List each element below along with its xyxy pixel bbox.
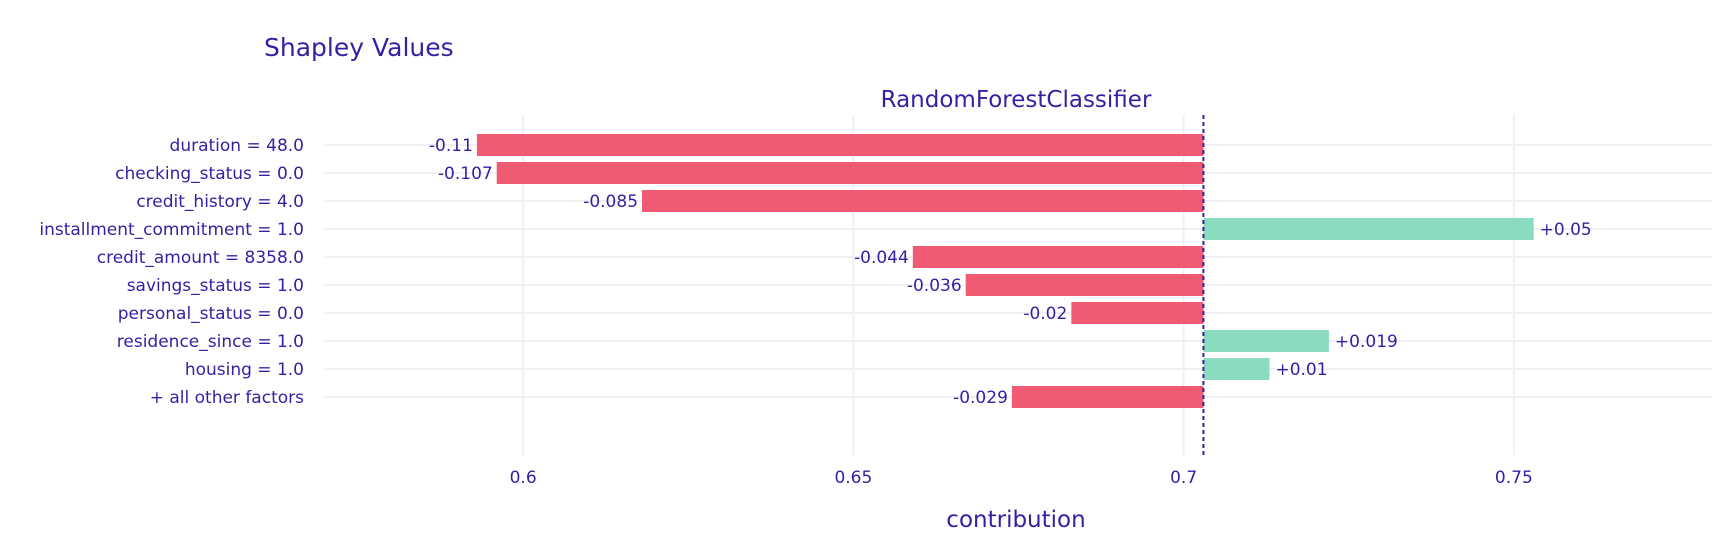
labels: 0.6 0.65 0.7 0.75 duration = 48.0 -0.11 checki…	[39, 136, 1591, 488]
value-label: -0.085	[583, 192, 638, 212]
category-label: + all other factors	[150, 388, 304, 408]
bar	[642, 190, 1204, 212]
x-tick-label: 0.65	[834, 468, 872, 488]
bar	[496, 162, 1204, 184]
bar	[1011, 386, 1204, 408]
x-tick-label: 0.7	[1170, 468, 1197, 488]
x-tick-label: 0.75	[1495, 468, 1533, 488]
bars	[476, 134, 1534, 408]
value-label: +0.01	[1275, 360, 1327, 380]
bar	[1203, 330, 1329, 352]
x-tick-label: 0.6	[510, 468, 537, 488]
bar	[912, 246, 1204, 268]
category-label: duration = 48.0	[170, 136, 304, 156]
bar	[1203, 218, 1534, 240]
bar	[965, 274, 1204, 296]
category-label: personal_status = 0.0	[118, 304, 304, 324]
value-label: -0.044	[854, 248, 909, 268]
value-label: -0.036	[907, 276, 962, 296]
category-label: credit_amount = 8358.0	[97, 248, 304, 268]
value-label: +0.019	[1335, 332, 1398, 352]
value-label: -0.02	[1023, 304, 1067, 324]
category-label: residence_since = 1.0	[117, 332, 304, 352]
x-axis-label: contribution	[946, 507, 1085, 533]
bar	[476, 134, 1204, 156]
category-label: savings_status = 1.0	[127, 276, 304, 296]
chart-subtitle: RandomForestClassifier	[881, 87, 1152, 113]
value-label: -0.107	[438, 164, 493, 184]
value-label: +0.05	[1540, 220, 1592, 240]
category-label: installment_commitment = 1.0	[39, 220, 304, 240]
bar	[1071, 302, 1204, 324]
value-label: -0.029	[953, 388, 1008, 408]
category-label: credit_history = 4.0	[136, 192, 304, 212]
bar	[1203, 358, 1270, 380]
chart-title: Shapley Values	[264, 33, 454, 62]
category-label: housing = 1.0	[185, 360, 304, 380]
category-label: checking_status = 0.0	[115, 164, 304, 184]
value-label: -0.11	[429, 136, 473, 156]
